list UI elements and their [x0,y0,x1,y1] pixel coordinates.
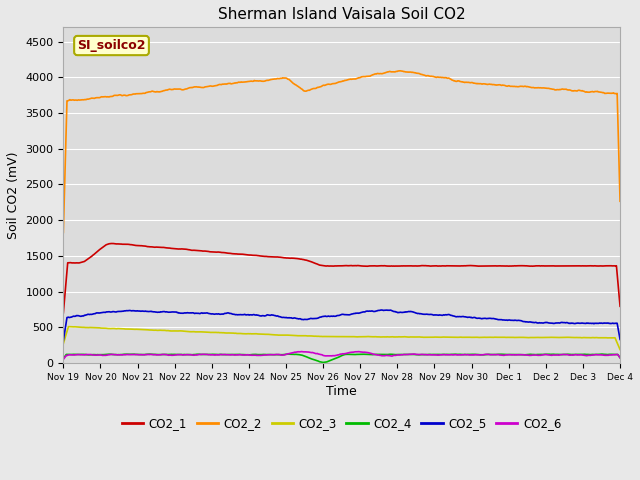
CO2_1 [616,303,624,309]
CO2_4 [125,351,132,357]
Line: CO2_2: CO2_2 [63,71,620,232]
Line: CO2_3: CO2_3 [63,326,620,349]
CO2_2 [255,78,262,84]
Title: Sherman Island Vaisala Soil CO2: Sherman Island Vaisala Soil CO2 [218,7,465,22]
CO2_3 [255,331,263,337]
Legend: CO2_1, CO2_2, CO2_3, CO2_4, CO2_5, CO2_6: CO2_1, CO2_2, CO2_3, CO2_4, CO2_5, CO2_6 [117,413,566,435]
CO2_4 [598,351,605,357]
CO2_1 [228,251,236,256]
CO2_5 [616,336,624,342]
Line: CO2_4: CO2_4 [63,354,620,362]
CO2_6 [400,352,408,358]
CO2_1 [276,254,284,260]
Text: SI_soilco2: SI_soilco2 [77,39,146,52]
CO2_4 [616,355,624,360]
CO2_2 [60,229,67,235]
CO2_4 [60,356,67,361]
CO2_3 [60,341,67,347]
CO2_4 [431,351,439,357]
CO2_6 [355,348,363,354]
CO2_6 [616,355,624,360]
CO2_4 [255,352,262,358]
CO2_1 [60,310,67,316]
CO2_6 [431,352,439,358]
CO2_5 [276,314,284,320]
CO2_1 [108,240,116,246]
CO2_5 [431,312,439,318]
CO2_3 [400,334,408,340]
CO2_3 [276,332,284,338]
CO2_6 [125,352,132,358]
CO2_3 [228,330,236,336]
CO2_5 [60,337,67,343]
Y-axis label: Soil CO2 (mV): Soil CO2 (mV) [7,151,20,239]
CO2_2 [431,74,439,80]
Line: CO2_5: CO2_5 [63,310,620,340]
Line: CO2_6: CO2_6 [63,351,620,360]
CO2_4 [227,352,235,358]
X-axis label: Time: Time [326,384,357,397]
CO2_2 [227,81,235,87]
CO2_2 [400,69,408,74]
CO2_5 [227,311,235,316]
CO2_1 [255,253,263,259]
Line: CO2_1: CO2_1 [63,243,620,313]
CO2_6 [276,352,284,358]
CO2_4 [276,352,284,358]
CO2_2 [276,76,284,82]
CO2_1 [125,241,133,247]
CO2_3 [616,347,624,352]
CO2_5 [125,308,132,313]
CO2_1 [431,263,439,269]
CO2_3 [431,334,439,340]
CO2_3 [125,326,133,332]
CO2_4 [400,351,408,357]
CO2_2 [616,198,624,204]
CO2_4 [319,360,327,365]
CO2_6 [60,357,67,362]
CO2_5 [400,310,408,315]
CO2_6 [227,352,235,358]
CO2_5 [378,307,385,313]
CO2_2 [125,92,132,98]
CO2_2 [396,68,404,74]
CO2_6 [255,352,262,358]
CO2_3 [65,324,72,329]
CO2_1 [400,263,408,269]
CO2_5 [255,312,262,318]
